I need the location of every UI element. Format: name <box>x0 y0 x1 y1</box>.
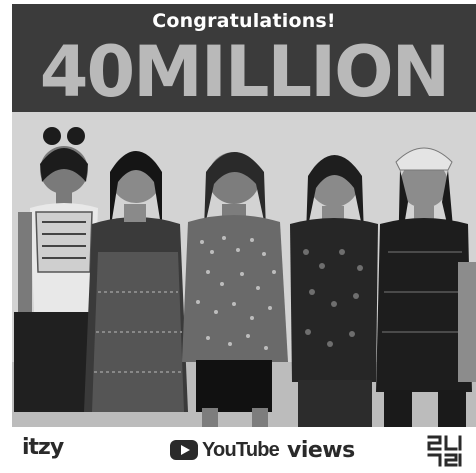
platform-name: YouTube <box>202 438 280 461</box>
congrats-title: Congratulations! <box>152 10 336 32</box>
member-2-figure <box>84 151 188 412</box>
metric-label: views <box>286 437 355 463</box>
platform-badge: YouTube views <box>170 437 355 463</box>
member-4-figure <box>290 155 378 427</box>
group-photo <box>12 112 476 427</box>
member-3-figure <box>182 152 288 427</box>
member-1-figure <box>14 127 98 412</box>
banner-footer: itzy YouTube views <box>12 427 476 473</box>
milestone-count: 40MILLION <box>39 31 450 113</box>
youtube-play-icon <box>170 440 198 460</box>
milestone-banner: Congratulations! 40MILLION <box>12 4 476 473</box>
group-photo-illustration <box>12 112 476 427</box>
banner-header: Congratulations! 40MILLION <box>12 4 476 112</box>
label-logo-icon <box>427 435 462 467</box>
group-logo: itzy <box>22 435 64 460</box>
member-5-figure <box>376 147 476 427</box>
